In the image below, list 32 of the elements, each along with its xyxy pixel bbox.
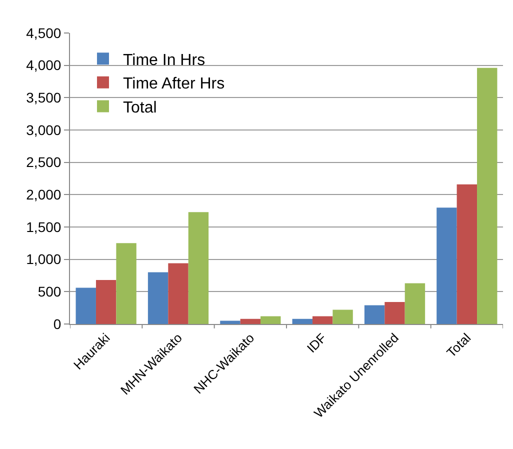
bar xyxy=(456,184,478,324)
bar xyxy=(220,320,240,324)
y-tick-label: 1,500 xyxy=(26,218,62,235)
bar xyxy=(292,318,312,324)
legend-label: Time In Hrs xyxy=(122,52,206,69)
bar xyxy=(477,68,498,324)
legend-label: Time After Hrs xyxy=(122,76,225,93)
bar xyxy=(332,310,353,324)
y-tick-label: 2,000 xyxy=(26,186,62,203)
bar xyxy=(436,208,457,324)
bar xyxy=(240,318,261,324)
bar xyxy=(76,288,96,324)
y-tick-label: 4,000 xyxy=(26,57,62,74)
y-tick-label: 3,500 xyxy=(26,90,62,106)
bar xyxy=(148,272,168,324)
bar xyxy=(312,316,333,324)
y-tick-label: 1,000 xyxy=(26,251,62,268)
bar xyxy=(168,263,188,324)
x-tick-label: IDF xyxy=(304,330,330,356)
bar xyxy=(384,302,405,324)
bar xyxy=(96,280,116,324)
bar xyxy=(188,212,209,324)
bar xyxy=(404,283,426,324)
y-tick-label: 3,000 xyxy=(26,122,62,138)
y-tick-label: 4,500 xyxy=(26,24,62,41)
y-tick-label: 0 xyxy=(53,316,62,332)
legend-label: Total xyxy=(122,99,157,116)
bar xyxy=(364,305,385,324)
bar xyxy=(260,316,281,324)
bar xyxy=(116,243,136,324)
y-tick-label: 2,500 xyxy=(26,154,62,170)
y-tick-label: 500 xyxy=(38,284,62,300)
